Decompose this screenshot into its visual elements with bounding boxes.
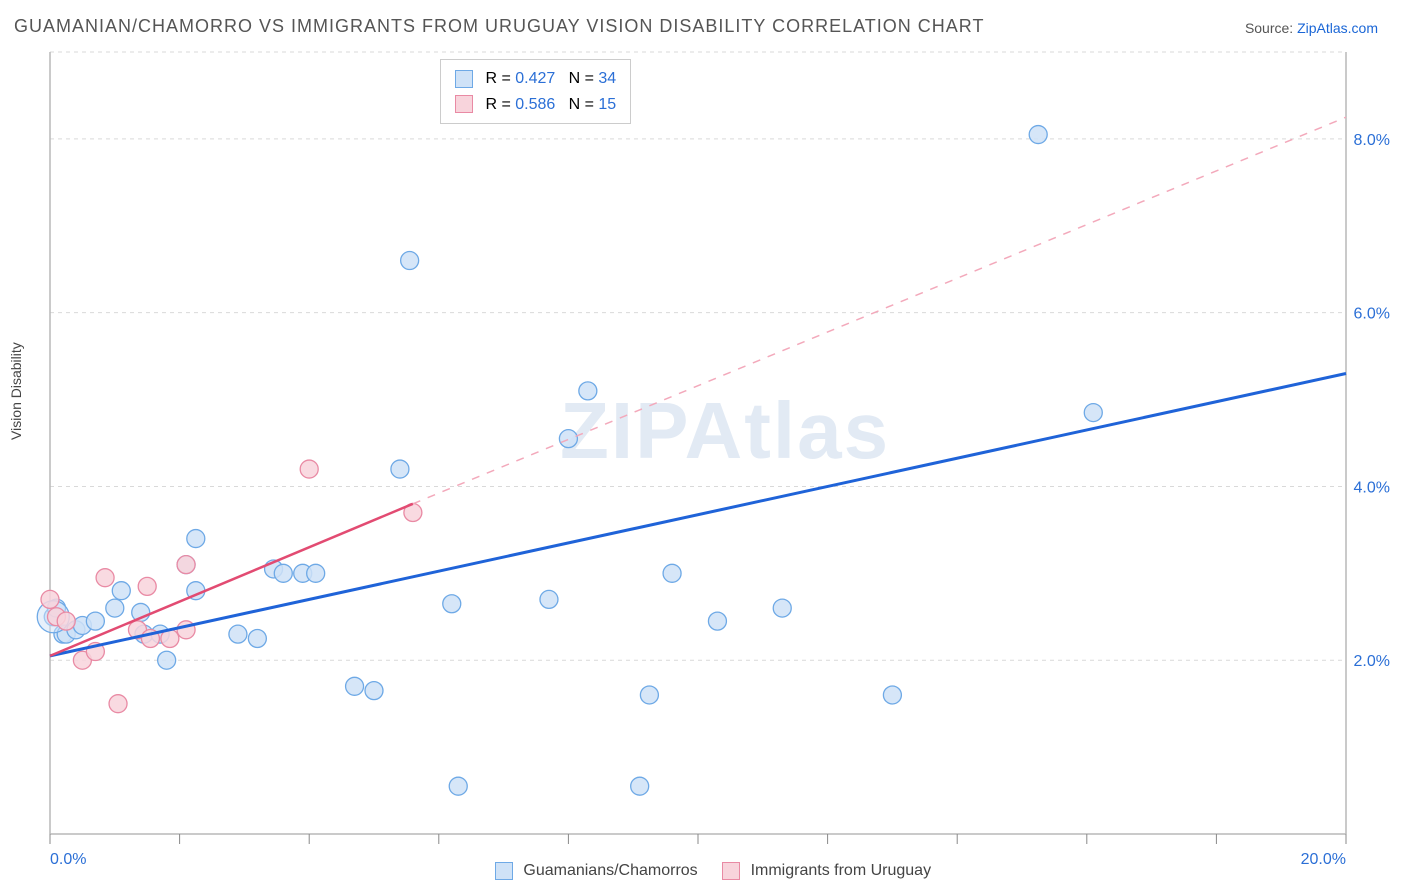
correlation-row-a: R = 0.427 N = 34: [455, 66, 616, 92]
svg-text:8.0%: 8.0%: [1354, 132, 1390, 149]
legend-swatch-b: [722, 862, 740, 880]
series-b-r-value: 0.586: [515, 96, 555, 113]
series-b-swatch: [455, 95, 473, 113]
correlation-legend-box: R = 0.427 N = 34 R = 0.586 N = 15: [440, 59, 631, 124]
series-b-n-value: 15: [598, 96, 616, 113]
series-a-r-value: 0.427: [515, 70, 555, 87]
legend-label-a: Guamanians/Chamorros: [523, 862, 697, 879]
bottom-legend: Guamanians/Chamorros Immigrants from Uru…: [0, 862, 1406, 880]
svg-text:4.0%: 4.0%: [1354, 479, 1390, 496]
chart-container: GUAMANIAN/CHAMORRO VS IMMIGRANTS FROM UR…: [0, 0, 1406, 892]
correlation-row-b: R = 0.586 N = 15: [455, 92, 616, 118]
scatter-chart-svg: 2.0%4.0%6.0%8.0%0.0%20.0%: [0, 0, 1406, 892]
series-a-swatch: [455, 70, 473, 88]
svg-text:2.0%: 2.0%: [1354, 653, 1390, 670]
series-a-n-value: 34: [598, 70, 616, 87]
svg-text:6.0%: 6.0%: [1354, 306, 1390, 323]
legend-swatch-a: [495, 862, 513, 880]
legend-label-b: Immigrants from Uruguay: [751, 862, 932, 879]
